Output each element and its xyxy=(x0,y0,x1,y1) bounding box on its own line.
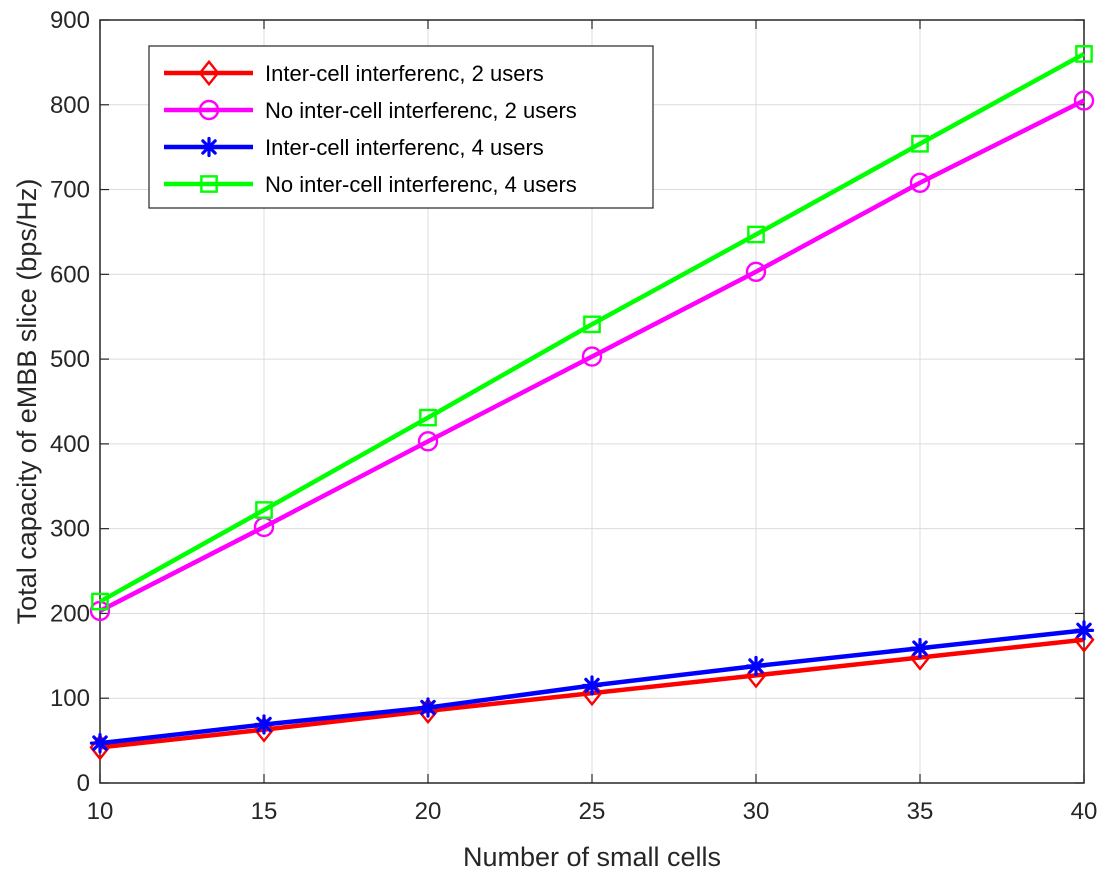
data-point xyxy=(417,697,439,718)
legend-entry: No inter-cell interferenc, 4 users xyxy=(164,172,577,197)
data-point xyxy=(745,261,767,282)
y-tick-label: 0 xyxy=(77,770,90,797)
x-axis-title: Number of small cells xyxy=(463,842,721,872)
x-tick-label: 20 xyxy=(415,798,442,825)
data-point xyxy=(419,408,437,427)
data-point xyxy=(1073,620,1095,641)
data-point xyxy=(583,315,601,334)
y-tick-label: 900 xyxy=(50,7,90,34)
data-point xyxy=(1075,45,1093,63)
data-point xyxy=(909,638,931,659)
legend-marker xyxy=(198,99,220,121)
legend-entry: Inter-cell interferenc, 2 users xyxy=(164,59,544,87)
x-tick-label: 10 xyxy=(87,798,114,825)
data-point xyxy=(745,655,767,677)
legend-label: No inter-cell interferenc, 2 users xyxy=(265,98,577,123)
x-tick-label: 35 xyxy=(907,798,934,825)
series-group xyxy=(89,45,1095,761)
legend-marker xyxy=(200,175,218,193)
y-axis-title: Total capacity of eMBB slice (bps/Hz) xyxy=(12,179,42,625)
data-point xyxy=(1073,90,1095,111)
data-point xyxy=(255,501,273,519)
data-point xyxy=(89,600,111,622)
y-tick-label: 700 xyxy=(50,177,90,204)
data-point xyxy=(747,225,765,244)
legend: Inter-cell interferenc, 2 users No inter-… xyxy=(148,45,654,209)
y-tick-label: 500 xyxy=(50,346,90,373)
x-tick-label: 15 xyxy=(251,798,278,825)
y-tick-label: 100 xyxy=(50,685,90,712)
series-line xyxy=(98,98,1086,613)
x-tick-label: 30 xyxy=(743,798,770,825)
series-4 xyxy=(91,45,1093,611)
legend-label: Inter-cell interferenc, 4 users xyxy=(265,135,544,160)
legend-label: No inter-cell interferenc, 4 users xyxy=(265,172,577,197)
data-point xyxy=(581,346,603,367)
series-3 xyxy=(89,620,1095,754)
legend-marker xyxy=(198,59,220,87)
legend-entry: Inter-cell interferenc, 4 users xyxy=(164,135,544,160)
data-point xyxy=(581,675,603,696)
data-point xyxy=(909,172,931,193)
y-tick-label: 200 xyxy=(50,600,90,627)
y-tick-label: 600 xyxy=(50,261,90,288)
series-2 xyxy=(89,90,1095,622)
data-point xyxy=(91,592,109,611)
y-tick-label: 400 xyxy=(50,431,90,458)
axis-ticks: 10 15 20 25 30 35 4001002003004005006007008009… xyxy=(50,7,1097,825)
x-tick-label: 40 xyxy=(1071,798,1098,825)
data-point xyxy=(89,733,111,754)
data-point xyxy=(253,714,275,735)
legend-marker xyxy=(198,136,220,158)
y-tick-label: 300 xyxy=(50,516,90,543)
series-line xyxy=(98,51,1086,604)
y-tick-label: 800 xyxy=(50,92,90,119)
legend-entry: No inter-cell interferenc, 2 users xyxy=(164,98,577,123)
x-tick-label: 25 xyxy=(579,798,606,825)
data-point xyxy=(911,134,929,153)
data-point xyxy=(417,431,439,452)
legend-label: Inter-cell interferenc, 2 users xyxy=(265,61,544,86)
